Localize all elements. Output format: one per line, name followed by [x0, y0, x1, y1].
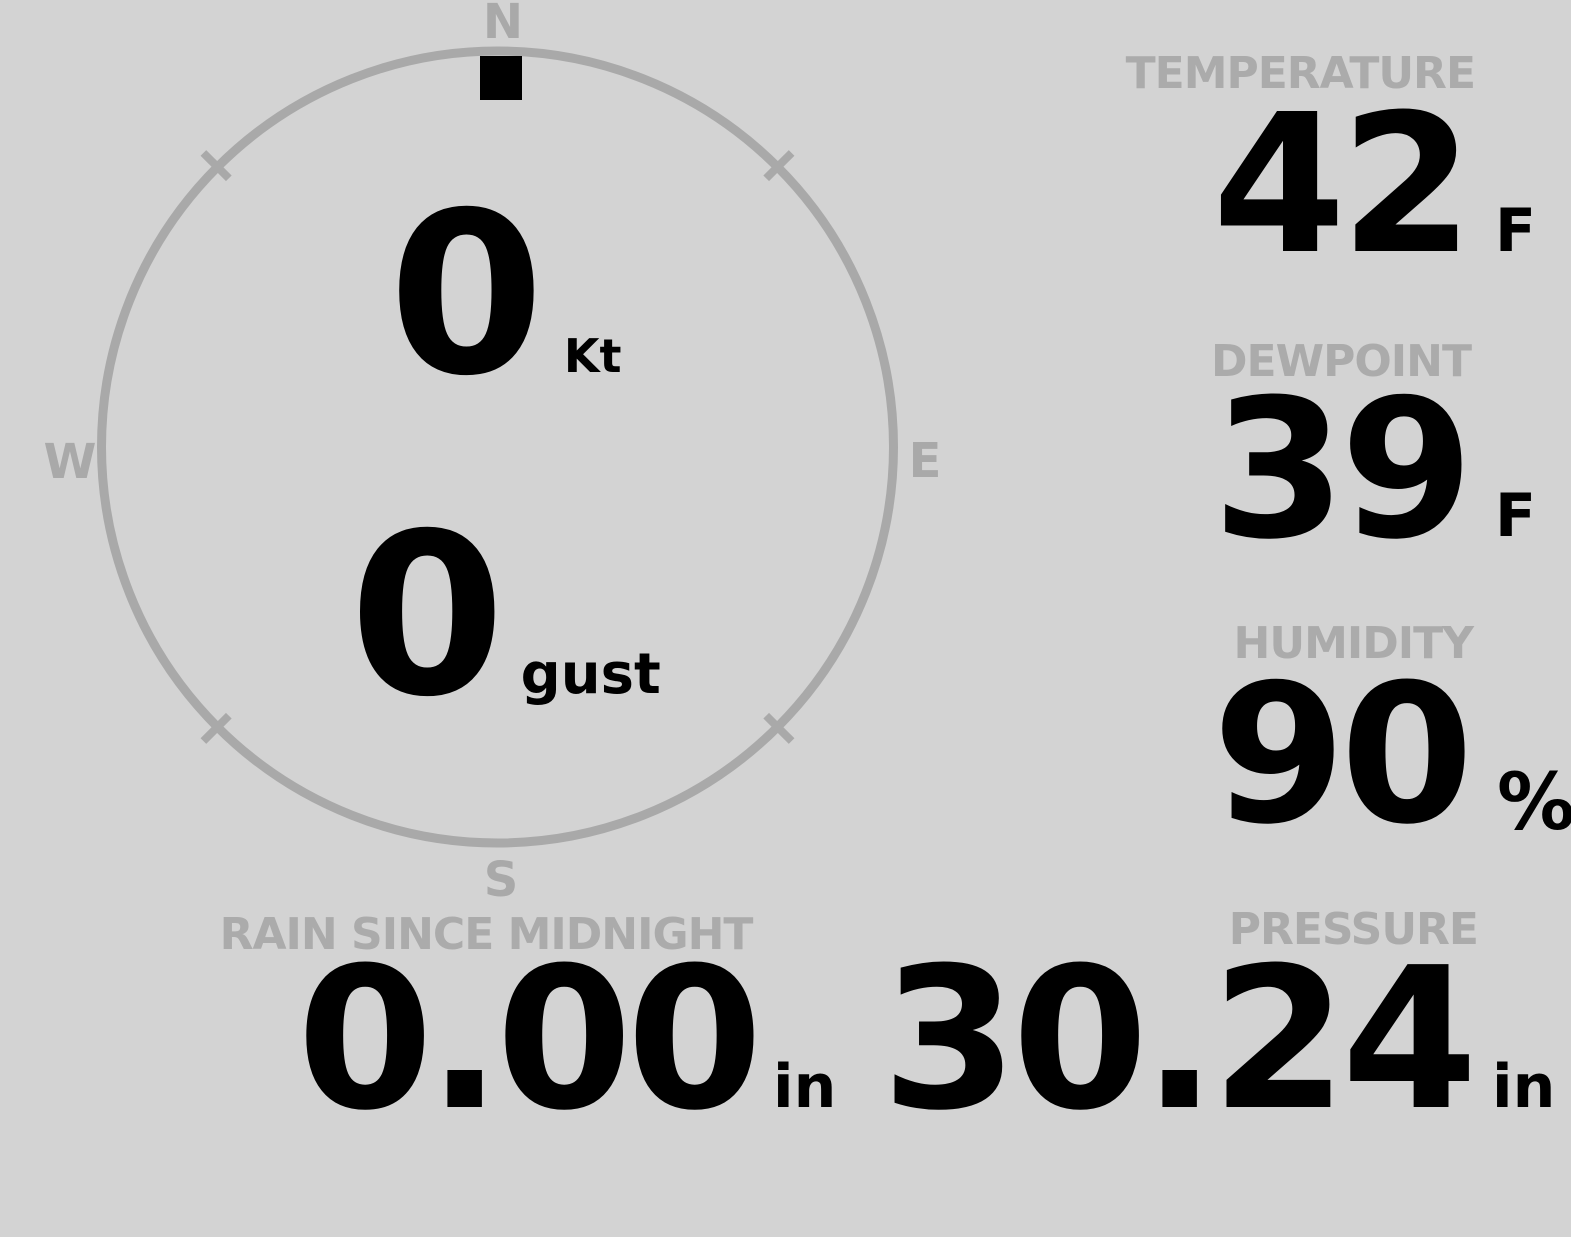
rain-since-midnight-label: RAIN SINCE MIDNIGHT [219, 909, 754, 960]
compass-tick-sw [200, 712, 232, 744]
wind-gust-value: 0 [349, 485, 505, 746]
humidity-label: HUMIDITY [1233, 618, 1474, 669]
wind-speed-readout: 0 Kt [388, 183, 621, 407]
temperature-value: 42 [1212, 74, 1473, 297]
wind-gust-readout: 0 gust [349, 504, 660, 728]
compass-tick-nw [200, 150, 232, 182]
wind-compass-gauge [97, 46, 898, 848]
humidity-value: 90 [1212, 644, 1473, 867]
pressure-label: PRESSURE [1228, 904, 1479, 955]
wind-compass-panel: N E S W 0 Kt 0 gust [0, 0, 1010, 910]
wind-speed-unit: Kt [563, 329, 622, 383]
dewpoint-label: DEWPOINT [1211, 336, 1472, 387]
rain-since-midnight-unit: in [773, 1052, 837, 1122]
compass-label-south: S [483, 852, 519, 908]
pressure-value: 30.24 [881, 926, 1477, 1154]
dewpoint-unit: F [1495, 481, 1536, 551]
compass-ring [97, 46, 898, 848]
temperature-label: TEMPERATURE [1125, 48, 1476, 99]
dewpoint-value: 39 [1212, 359, 1473, 582]
compass-tick-se [763, 712, 795, 744]
compass-label-north: N [482, 0, 524, 50]
temperature-unit: F [1495, 196, 1536, 266]
wind-speed-value: 0 [388, 164, 544, 425]
compass-label-east: E [908, 433, 942, 489]
wind-direction-marker [480, 56, 522, 100]
wind-gust-unit: gust [520, 642, 661, 707]
compass-label-west: W [43, 434, 97, 490]
compass-tick-ne [763, 150, 795, 182]
rain-since-midnight-value: 0.00 [296, 926, 763, 1154]
pressure-unit: in [1492, 1052, 1556, 1122]
humidity-unit: % [1497, 758, 1571, 848]
